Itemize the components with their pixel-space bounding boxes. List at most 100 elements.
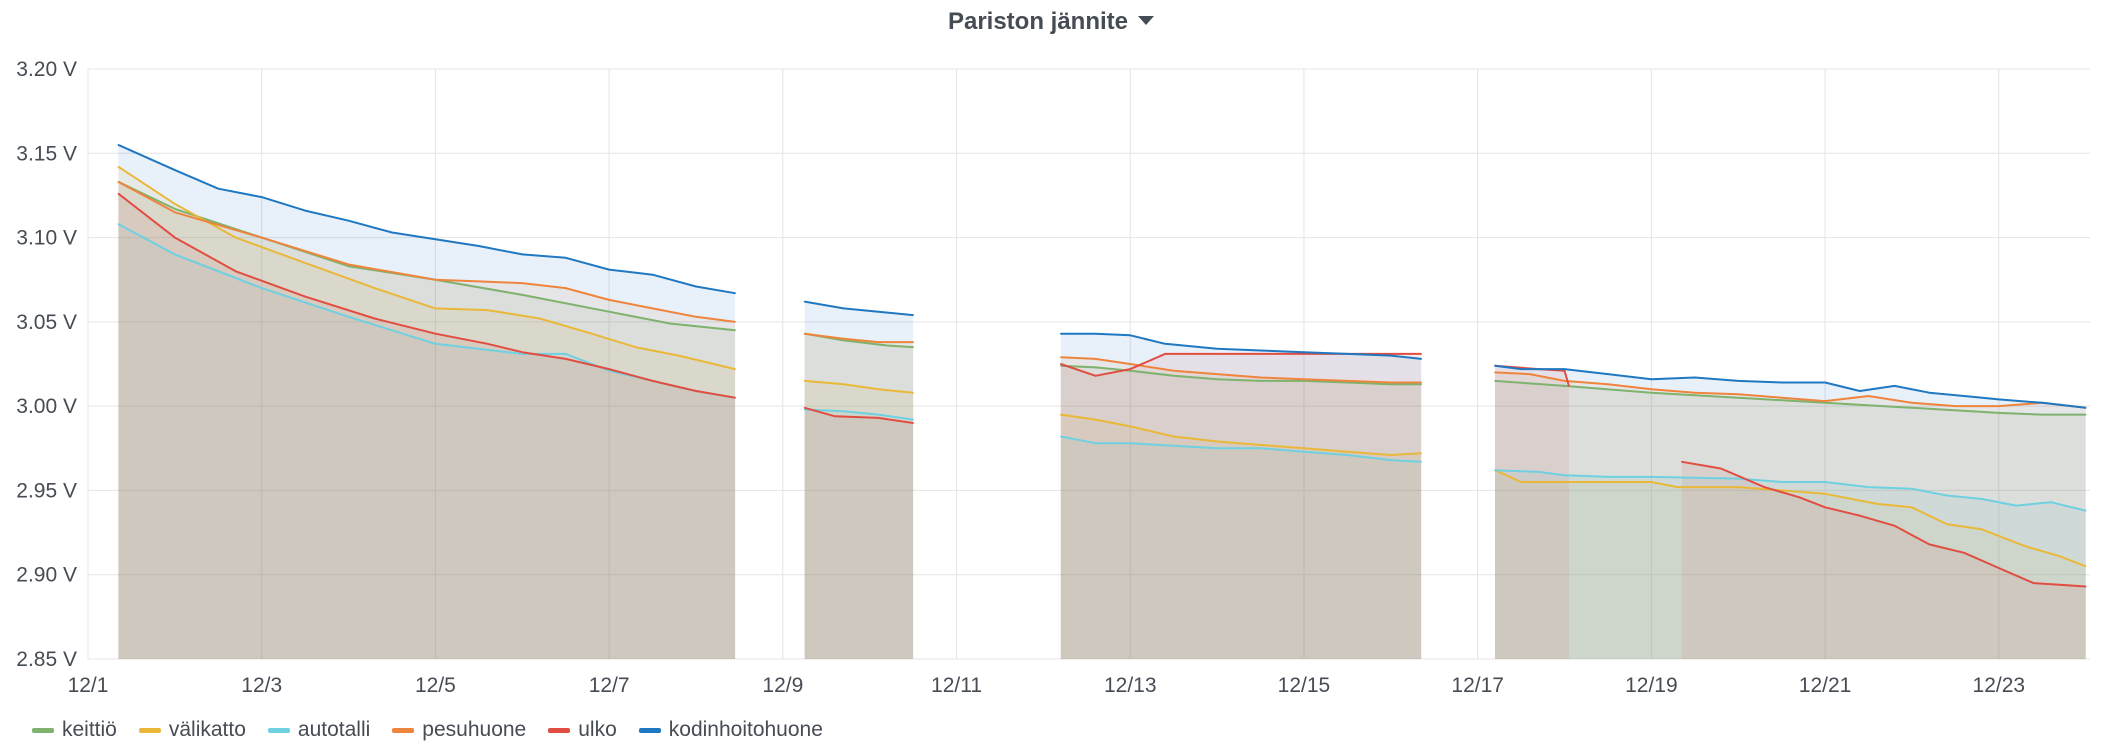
data-point-keittiö: [842, 339, 845, 342]
data-point-kodinhoitohuone: [1963, 395, 1965, 397]
data-point-kodinhoitohuone: [1346, 353, 1349, 355]
data-point-pesuhuone: [1911, 402, 1913, 404]
data-point-pesuhuone: [1694, 391, 1696, 394]
legend-item-autotalli[interactable]: autotalli: [267, 718, 370, 742]
series-line-pesuhuone: [1060, 356, 1422, 384]
data-point-pesuhuone: [1529, 373, 1531, 375]
data-point-keittiö: [1060, 364, 1062, 367]
data-point-kodinhoitohuone: [1259, 349, 1262, 352]
data-point-kodinhoitohuone: [434, 238, 437, 241]
data-point-välikatto: [174, 203, 176, 205]
chart-grid: [87, 68, 2090, 660]
data-point-ulko: [564, 358, 567, 360]
series-area-välikatto: [1495, 470, 2086, 659]
data-point-ulko: [1681, 461, 1683, 463]
series-line-kodinhoitohuone: [1494, 364, 2086, 409]
data-point-keittiö: [1563, 385, 1566, 387]
data-point-autotalli: [1980, 498, 1983, 500]
legend-item-keittiö[interactable]: keittiö: [32, 718, 117, 742]
data-point-pesuhuone: [877, 341, 880, 343]
data-point-autotalli: [877, 413, 880, 416]
legend-item-kodinhoitohuone[interactable]: kodinhoitohuone: [638, 718, 823, 742]
data-point-ulko: [834, 415, 836, 418]
series-area-autotalli: [1495, 470, 2086, 659]
data-point-kodinhoitohuone: [217, 187, 220, 190]
legend-label: pesuhuone: [422, 718, 527, 741]
data-point-välikatto: [1980, 528, 1983, 530]
data-point-ulko: [877, 417, 880, 419]
data-point-ulko: [734, 396, 736, 399]
data-point-kodinhoitohuone: [1216, 348, 1218, 350]
data-point-ulko: [1568, 385, 1570, 387]
data-point-pesuhuone: [734, 321, 736, 323]
data-point-ulko: [2058, 584, 2061, 586]
series-area-ulko: [1495, 365, 1569, 659]
legend-label: välikatto: [168, 718, 246, 741]
data-point-ulko: [2084, 585, 2087, 588]
x-tick-label: 12/5: [415, 674, 456, 697]
data-point-keittiö: [1390, 383, 1392, 386]
data-point-autotalli: [1303, 450, 1305, 453]
series-area-keittiö: [1060, 365, 1422, 659]
data-point-pesuhuone: [1563, 380, 1566, 382]
data-point-välikatto: [2058, 555, 2061, 557]
data-point-pesuhuone: [1650, 388, 1653, 391]
legend-item-välikatto[interactable]: välikatto: [138, 718, 246, 742]
data-point-välikatto: [1390, 454, 1392, 456]
series-line-välikatto: [1494, 469, 2087, 568]
series-area-välikatto: [804, 380, 914, 659]
y-axis-labels: 3.20 V 3.15 V 3.10 V 3.05 V 3.00 V 2.95 V 2.90…: [16, 58, 77, 671]
legend-item-ulko[interactable]: ulko: [548, 718, 617, 742]
data-point-välikatto: [803, 380, 806, 382]
data-point-ulko: [304, 295, 306, 298]
data-point-kodinhoitohuone: [1893, 385, 1896, 387]
data-point-keittiö: [1259, 380, 1262, 382]
data-point-kodinhoitohuone: [608, 268, 610, 271]
data-point-kodinhoitohuone: [1494, 364, 1496, 367]
series-line-autotalli: [804, 408, 914, 421]
data-point-autotalli: [1650, 476, 1653, 478]
data-point-ulko: [1563, 369, 1566, 372]
series-area-keittiö: [118, 181, 736, 659]
data-point-pesuhuone: [608, 299, 610, 301]
data-point-kodinhoitohuone: [564, 257, 567, 259]
data-point-pesuhuone: [1607, 383, 1609, 386]
data-point-pesuhuone: [478, 280, 480, 283]
data-point-välikatto: [1737, 486, 1739, 488]
data-point-välikatto: [1676, 486, 1679, 488]
data-point-ulko: [1094, 375, 1097, 377]
data-point-ulko: [803, 407, 806, 409]
data-point-kodinhoitohuone: [1303, 351, 1305, 354]
series-area-ulko: [804, 407, 914, 659]
data-point-autotalli: [1537, 471, 1540, 473]
data-point-kodinhoitohuone: [304, 209, 306, 212]
series-area-kodinhoitohuone: [1495, 365, 2086, 659]
data-point-keittiö: [608, 310, 610, 313]
panel-title[interactable]: Pariston jännite: [0, 8, 2102, 36]
x-tick-label: 12/21: [1799, 674, 1852, 697]
x-tick-label: 12/15: [1278, 674, 1331, 697]
data-point-autotalli: [174, 253, 176, 256]
data-point-kodinhoitohuone: [117, 144, 120, 146]
data-point-ulko: [1824, 506, 1826, 509]
series-area-välikatto: [118, 166, 736, 660]
data-point-keittiö: [521, 294, 524, 296]
data-point-autotalli: [1737, 477, 1739, 480]
chart-legend: keittiö välikatto autotalli pesuhuone ulko ko…: [32, 718, 823, 742]
data-point-pesuhuone: [842, 337, 845, 340]
data-point-kodinhoitohuone: [1129, 334, 1132, 337]
series-area-autotalli: [804, 409, 914, 659]
data-point-autotalli: [1390, 459, 1392, 461]
y-tick-label: 3.15 V: [16, 142, 77, 165]
data-point-autotalli: [1780, 481, 1783, 483]
legend-swatch: [267, 727, 290, 733]
data-point-kodinhoitohuone: [1607, 373, 1609, 375]
legend-item-pesuhuone[interactable]: pesuhuone: [392, 718, 526, 742]
data-point-keittiö: [1216, 378, 1218, 381]
data-point-välikatto: [677, 354, 680, 357]
data-point-ulko: [1216, 353, 1218, 355]
legend-swatch: [138, 727, 161, 733]
x-tick-label: 12/9: [762, 674, 803, 697]
data-point-pesuhuone: [564, 287, 567, 289]
chevron-down-icon[interactable]: [1138, 16, 1155, 26]
